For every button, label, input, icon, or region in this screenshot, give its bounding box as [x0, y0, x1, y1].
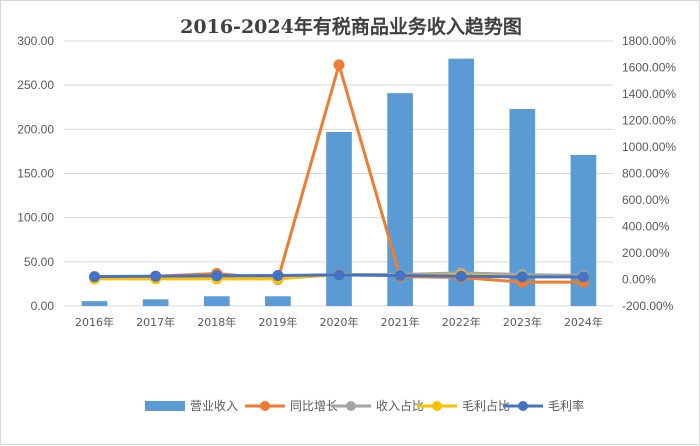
bar-营业收入 [81, 301, 108, 306]
legend-marker [346, 401, 356, 411]
legend-item-同比增长[interactable]: 同比增长 [245, 399, 338, 413]
right-axis-tick-label: 200.00% [622, 246, 670, 260]
left-axis-tick-label: 150.00 [17, 167, 54, 181]
right-axis-tick-label: 800.00% [622, 167, 670, 181]
legend-label: 毛利占比 [462, 398, 510, 413]
bar-营业收入 [265, 296, 291, 306]
legend-label: 营业收入 [190, 399, 238, 413]
left-axis-tick-label: 100.00 [17, 211, 54, 225]
bar-营业收入 [203, 296, 230, 306]
chart-title: 2016-2024年有税商品业务收入趋势图 [180, 15, 522, 38]
x-axis-tick-label: 2023年 [503, 315, 542, 329]
legend: 营业收入 同比增长 收入占比 毛利占比 毛利率 [145, 398, 584, 413]
bar-series [81, 58, 597, 307]
x-axis-tick-label: 2019年 [258, 315, 297, 329]
left-axis-tick-label: 300.00 [17, 34, 54, 48]
left-axis-tick-label: 0.00 [31, 299, 55, 313]
point-毛利率 [333, 269, 345, 281]
legend-marker [518, 401, 528, 411]
x-axis-tick-label: 2018年 [197, 315, 236, 329]
x-axis-tick-label: 2021年 [381, 315, 420, 329]
right-axis-tick-label: 0.00% [622, 273, 656, 287]
legend-item-收入占比[interactable]: 收入占比 [331, 398, 424, 413]
point-毛利率 [150, 270, 162, 282]
left-axis-tick-label: 50.00 [24, 255, 54, 269]
point-毛利率 [516, 271, 528, 283]
x-axis-tick-label: 2024年 [564, 315, 603, 329]
legend-marker [432, 401, 442, 411]
right-axis-tick-label: -200.00% [622, 299, 674, 313]
right-axis-tick-label: 400.00% [622, 220, 670, 234]
point-毛利率 [89, 271, 101, 283]
legend-swatch [145, 401, 185, 411]
point-毛利率 [455, 270, 467, 282]
left-axis-tick-label: 250.00 [17, 78, 54, 92]
legend-marker [260, 401, 270, 411]
right-axis-tick-label: 1000.00% [622, 140, 676, 154]
point-同比增长 [333, 59, 345, 71]
legend-label: 毛利率 [548, 398, 584, 413]
point-毛利率 [577, 271, 589, 283]
legend-item-营业收入[interactable]: 营业收入 [145, 399, 238, 413]
axes: 0.00 50.00 100.00 150.00 200.00 250.00 300.00 -… [17, 34, 676, 329]
bar-营业收入 [142, 299, 169, 306]
point-毛利率 [272, 270, 284, 282]
bar-营业收入 [448, 58, 475, 306]
point-毛利率 [211, 270, 223, 282]
x-axis-tick-label: 2020年 [320, 315, 359, 329]
right-axis-tick-label: 1600.00% [622, 61, 676, 75]
right-axis-tick-label: 1400.00% [622, 87, 676, 101]
legend-item-毛利占比[interactable]: 毛利占比 [417, 398, 510, 413]
x-axis-tick-label: 2016年 [75, 315, 114, 329]
left-axis-tick-label: 200.00 [17, 122, 54, 136]
right-axis-tick-label: 1200.00% [622, 114, 676, 128]
x-axis-tick-label: 2017年 [136, 315, 175, 329]
legend-label: 收入占比 [376, 398, 424, 413]
line-series [89, 59, 589, 288]
legend-label: 同比增长 [290, 399, 338, 413]
x-axis-tick-label: 2022年 [442, 315, 481, 329]
point-毛利率 [394, 270, 406, 282]
right-axis-tick-label: 1800.00% [622, 34, 676, 48]
right-axis-tick-label: 600.00% [622, 193, 670, 207]
legend-item-毛利率[interactable]: 毛利率 [503, 398, 584, 413]
